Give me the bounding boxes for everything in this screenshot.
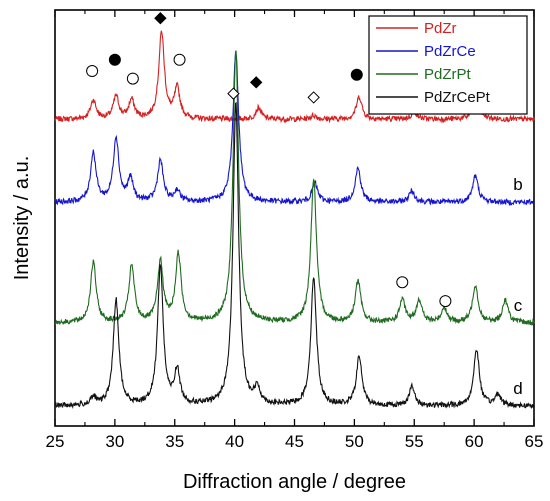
markers-group <box>86 12 483 308</box>
curve-labels-group: abcd <box>513 92 523 398</box>
filled-circle-marker <box>350 68 363 81</box>
legend-items-group: PdZr PdZrCe PdZrPt PdZrCePt <box>376 20 491 106</box>
curve-label-d: d <box>513 379 522 398</box>
curve-label-b: b <box>513 175 522 194</box>
filled-circle-marker <box>108 53 121 66</box>
x-tick-label: 40 <box>225 432 244 451</box>
filled-diamond-marker <box>154 12 167 25</box>
legend-label-pdzr: PdZr <box>424 20 457 37</box>
series-line-pdzrcept <box>54 101 535 410</box>
x-tick-label: 50 <box>345 432 364 451</box>
legend-label-pdzrce: PdZrCe <box>424 43 476 60</box>
open-circle-marker <box>126 72 139 85</box>
legend-label-pdzrcept: PdZrCePt <box>424 89 491 106</box>
series-line-pdzr <box>54 30 535 124</box>
open-circle-marker <box>396 276 409 289</box>
y-axis-title: Intensity / a.u. <box>11 156 33 281</box>
open-circle-marker <box>173 53 186 66</box>
x-ticks-group <box>54 10 535 426</box>
series-line-pdzrce <box>54 51 535 207</box>
legend-label-pdzrpt: PdZrPt <box>424 66 472 83</box>
open-diamond-marker <box>227 87 240 100</box>
curve-label-c: c <box>514 296 523 315</box>
open-diamond-marker <box>307 91 320 104</box>
x-tick-label: 35 <box>165 432 184 451</box>
x-tick-label: 30 <box>105 432 124 451</box>
x-tick-label: 55 <box>405 432 424 451</box>
legend: PdZr PdZrCe PdZrPt PdZrCePt <box>368 15 528 115</box>
open-circle-marker <box>86 65 99 78</box>
open-circle-marker <box>439 295 452 308</box>
x-tick-label: 65 <box>525 432 544 451</box>
x-axis-title: Diffraction angle / degree <box>183 471 406 493</box>
curves-group <box>54 30 535 410</box>
x-tick-label: 45 <box>285 432 304 451</box>
series-line-pdzrpt <box>54 50 535 326</box>
x-tick-label: 25 <box>46 432 65 451</box>
filled-diamond-marker <box>249 76 263 89</box>
x-tick-labels-group: 25 30 35 40 45 50 55 60 65 <box>46 432 544 451</box>
x-tick-label: 60 <box>465 432 484 451</box>
